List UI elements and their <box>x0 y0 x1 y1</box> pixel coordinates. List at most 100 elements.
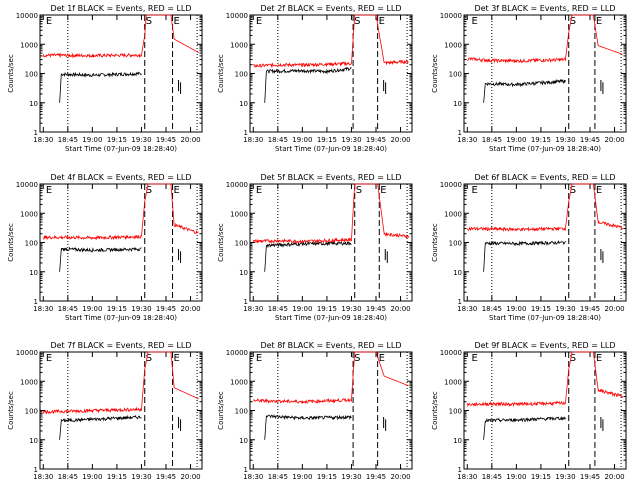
y-axis-label: Counts/sec <box>7 391 15 430</box>
y-tick-label: 100 <box>449 240 462 248</box>
series-line-red <box>252 183 410 244</box>
series-line-black <box>483 415 566 440</box>
x-tick-label: 19:30 <box>131 305 151 313</box>
x-tick-label: 20:00 <box>390 473 410 480</box>
x-tick-label: 19:45 <box>156 305 176 313</box>
y-tick-label: 1 <box>458 298 462 306</box>
x-tick-label: 19:45 <box>366 473 386 480</box>
y-tick-label: 100 <box>25 240 38 248</box>
x-tick-label: 18:30 <box>457 305 477 313</box>
plot-title: Det 5f BLACK = Events, RED = LLD <box>260 173 401 182</box>
x-tick-label: 19:45 <box>580 473 600 480</box>
y-axis-label: Counts/sec <box>7 223 15 262</box>
x-axis-label: Start Time (07-Jun-09 18:28:40) <box>489 145 601 153</box>
x-tick-label: 18:45 <box>482 305 502 313</box>
event-marker-label: S <box>356 185 362 196</box>
plot-panel-5: Det 5f BLACK = Events, RED = LLD 1 10 100 10… <box>217 173 413 322</box>
y-tick-label: 10000 <box>440 181 462 189</box>
y-axis-label: Counts/sec <box>7 54 15 93</box>
event-marker-label: E <box>46 353 52 364</box>
x-tick-label: 19:15 <box>531 305 551 313</box>
x-tick-label: 18:30 <box>243 136 263 144</box>
x-tick-label: 20:00 <box>604 473 624 480</box>
y-tick-label: 1000 <box>230 41 248 49</box>
y-tick-label: 100 <box>449 408 462 416</box>
event-marker-label: E <box>472 353 478 364</box>
y-tick-label: 1 <box>458 129 462 137</box>
y-tick-label: 1000 <box>20 210 38 218</box>
series-line-black <box>264 414 352 440</box>
x-tick-label: 20:00 <box>604 305 624 313</box>
plot-title: Det 2f BLACK = Events, RED = LLD <box>260 4 401 13</box>
event-marker-label: E <box>174 353 180 364</box>
y-tick-label: 10 <box>453 100 462 108</box>
plot-title: Det 7f BLACK = Events, RED = LLD <box>50 341 191 350</box>
x-tick-label: 19:45 <box>156 473 176 480</box>
event-marker-label: S <box>354 353 360 364</box>
event-marker-label: E <box>46 16 52 27</box>
plot-title: Det 9f BLACK = Events, RED = LLD <box>474 341 615 350</box>
y-tick-label: 10000 <box>226 12 248 20</box>
y-tick-label: 100 <box>235 71 248 79</box>
plot-frame <box>463 351 627 470</box>
x-tick-label: 19:30 <box>555 473 575 480</box>
series-line-black <box>59 71 142 103</box>
event-marker-label: E <box>380 185 386 196</box>
event-marker-label: S <box>146 353 152 364</box>
y-tick-label: 10 <box>29 269 38 277</box>
plot-title: Det 1f BLACK = Events, RED = LLD <box>50 4 191 13</box>
series-line-red <box>42 14 199 59</box>
y-tick-label: 10 <box>239 437 248 445</box>
y-tick-label: 10000 <box>16 12 38 20</box>
y-tick-label: 1 <box>34 466 38 474</box>
x-tick-label: 18:45 <box>268 305 288 313</box>
x-tick-label: 19:30 <box>341 136 361 144</box>
series-line-red <box>466 183 623 233</box>
series-line-red <box>252 14 409 69</box>
plot-panel-8: Det 8f BLACK = Events, RED = LLD 1 10 100 10… <box>217 341 413 480</box>
y-tick-label: 1 <box>458 466 462 474</box>
y-tick-label: 100 <box>235 240 248 248</box>
x-axis-label: Start Time (07-Jun-09 18:28:40) <box>65 145 177 153</box>
y-axis-label: Counts/sec <box>431 54 439 93</box>
y-tick-label: 1 <box>34 298 38 306</box>
x-tick-label: 19:45 <box>580 305 600 313</box>
x-tick-label: 19:30 <box>555 136 575 144</box>
x-tick-label: 18:45 <box>268 473 288 480</box>
y-tick-label: 100 <box>235 408 248 416</box>
series-line-black <box>483 78 566 103</box>
y-tick-label: 10 <box>239 269 248 277</box>
y-tick-label: 100 <box>449 71 462 79</box>
x-tick-label: 18:45 <box>58 305 78 313</box>
x-tick-label: 18:30 <box>457 136 477 144</box>
y-axis-label: Counts/sec <box>431 223 439 262</box>
y-axis-label: Counts/sec <box>217 54 225 93</box>
x-tick-label: 20:00 <box>390 305 410 313</box>
x-tick-label: 18:30 <box>33 473 53 480</box>
x-tick-label: 19:30 <box>341 305 361 313</box>
x-axis-label: Start Time (07-Jun-09 18:28:40) <box>489 314 601 322</box>
y-tick-label: 10000 <box>226 349 248 357</box>
event-marker-label: S <box>570 16 576 27</box>
y-tick-label: 100 <box>25 71 38 79</box>
x-tick-label: 19:00 <box>292 136 312 144</box>
y-tick-label: 1000 <box>20 378 38 386</box>
plot-panel-2: Det 2f BLACK = Events, RED = LLD 1 10 100 10… <box>217 4 413 153</box>
x-tick-label: 19:15 <box>317 136 337 144</box>
series-line-black <box>483 240 566 272</box>
plot-frame <box>249 351 413 470</box>
x-tick-label: 19:45 <box>580 136 600 144</box>
series-line-red <box>252 351 409 404</box>
y-tick-label: 100 <box>25 408 38 416</box>
event-marker-label: E <box>256 16 262 27</box>
y-tick-label: 10000 <box>16 349 38 357</box>
event-marker-label: E <box>596 185 602 196</box>
y-axis-label: Counts/sec <box>217 391 225 430</box>
plot-frame <box>39 183 203 302</box>
event-marker-label: S <box>570 185 576 196</box>
event-marker-label: E <box>174 16 180 27</box>
plot-panel-4: Det 4f BLACK = Events, RED = LLD 1 10 100 10… <box>7 173 203 322</box>
event-marker-label: E <box>596 353 602 364</box>
event-marker-label: E <box>472 185 478 196</box>
y-tick-label: 1000 <box>230 210 248 218</box>
